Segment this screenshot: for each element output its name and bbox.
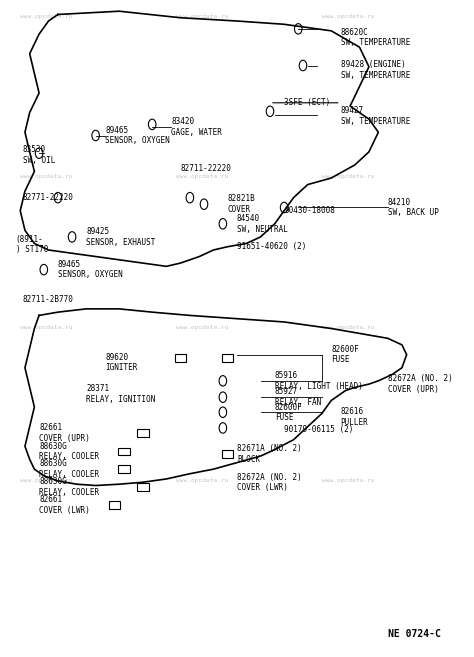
Text: www.opcdata.ru: www.opcdata.ru — [20, 325, 73, 330]
Text: 89427
SW, TEMPERATURE: 89427 SW, TEMPERATURE — [341, 106, 410, 125]
Text: 88630G
RELAY, COOLER: 88630G RELAY, COOLER — [39, 442, 99, 461]
Text: www.opcdata.ru: www.opcdata.ru — [176, 174, 228, 179]
Text: 3SFE (ECT): 3SFE (ECT) — [284, 99, 330, 107]
Text: 85916
RELAY, LIGHT (HEAD): 85916 RELAY, LIGHT (HEAD) — [275, 371, 363, 390]
Text: 82661
COVER (UPR): 82661 COVER (UPR) — [39, 424, 90, 443]
Text: 82671A (NO. 2)
BLOCK: 82671A (NO. 2) BLOCK — [237, 444, 302, 464]
Text: www.opcdata.ru: www.opcdata.ru — [176, 478, 228, 484]
Text: 83420
GAGE, WATER: 83420 GAGE, WATER — [171, 118, 222, 137]
Text: www.opcdata.ru: www.opcdata.ru — [176, 14, 228, 19]
Text: www.opcdata.ru: www.opcdata.ru — [322, 174, 374, 179]
Text: 82821B
COVER: 82821B COVER — [228, 194, 255, 214]
Text: 84210
SW, BACK UP: 84210 SW, BACK UP — [388, 198, 438, 217]
Text: 82672A (NO. 2)
COVER (LWR): 82672A (NO. 2) COVER (LWR) — [237, 472, 302, 492]
Text: 90430-18008: 90430-18008 — [284, 206, 335, 215]
Text: www.opcdata.ru: www.opcdata.ru — [20, 174, 73, 179]
Text: 88620C
SW, TEMPERATURE: 88620C SW, TEMPERATURE — [341, 28, 410, 47]
Text: 82711-22220: 82711-22220 — [181, 164, 231, 173]
Text: 85927
RELAY, FAN: 85927 RELAY, FAN — [275, 388, 321, 407]
Text: www.opcdata.ru: www.opcdata.ru — [176, 325, 228, 330]
Text: 82616
PULLER: 82616 PULLER — [341, 407, 368, 426]
Text: 82771-22220: 82771-22220 — [23, 193, 73, 202]
Text: www.opcdata.ru: www.opcdata.ru — [20, 478, 73, 484]
Text: 82661
COVER (LWR): 82661 COVER (LWR) — [39, 495, 90, 515]
Text: 82600F
FUSE: 82600F FUSE — [331, 345, 359, 365]
Text: 91651-40620 (2): 91651-40620 (2) — [237, 242, 306, 251]
Text: 89425
SENSOR, EXHAUST: 89425 SENSOR, EXHAUST — [86, 227, 155, 246]
Text: 88630G
RELAY, COOLER: 88630G RELAY, COOLER — [39, 459, 99, 479]
Text: www.opcdata.ru: www.opcdata.ru — [20, 14, 73, 19]
Text: 83530
SW, OIL: 83530 SW, OIL — [23, 145, 55, 165]
Text: 89465
SENSOR, OXYGEN: 89465 SENSOR, OXYGEN — [105, 125, 170, 145]
Text: www.opcdata.ru: www.opcdata.ru — [322, 325, 374, 330]
Text: NE 0724-C: NE 0724-C — [388, 629, 441, 639]
Text: 89428 (ENGINE)
SW, TEMPERATURE: 89428 (ENGINE) SW, TEMPERATURE — [341, 60, 410, 79]
Text: (8911-
) ST170: (8911- ) ST170 — [16, 235, 48, 254]
Text: 90179-06115 (2): 90179-06115 (2) — [284, 425, 354, 434]
Text: www.opcdata.ru: www.opcdata.ru — [322, 478, 374, 484]
Text: 82672A (NO. 2)
COVER (UPR): 82672A (NO. 2) COVER (UPR) — [388, 374, 453, 394]
Text: 88630G
RELAY, COOLER: 88630G RELAY, COOLER — [39, 477, 99, 497]
Text: 89620
IGNITER: 89620 IGNITER — [105, 353, 137, 373]
Text: 89465
SENSOR, OXYGEN: 89465 SENSOR, OXYGEN — [58, 260, 123, 279]
Text: 84540
SW, NEUTRAL: 84540 SW, NEUTRAL — [237, 214, 288, 233]
Text: 28371
RELAY, IGNITION: 28371 RELAY, IGNITION — [86, 384, 155, 403]
Text: www.opcdata.ru: www.opcdata.ru — [322, 14, 374, 19]
Text: 82600F
FUSE: 82600F FUSE — [275, 403, 302, 422]
Text: 82711-2B770: 82711-2B770 — [23, 294, 73, 304]
